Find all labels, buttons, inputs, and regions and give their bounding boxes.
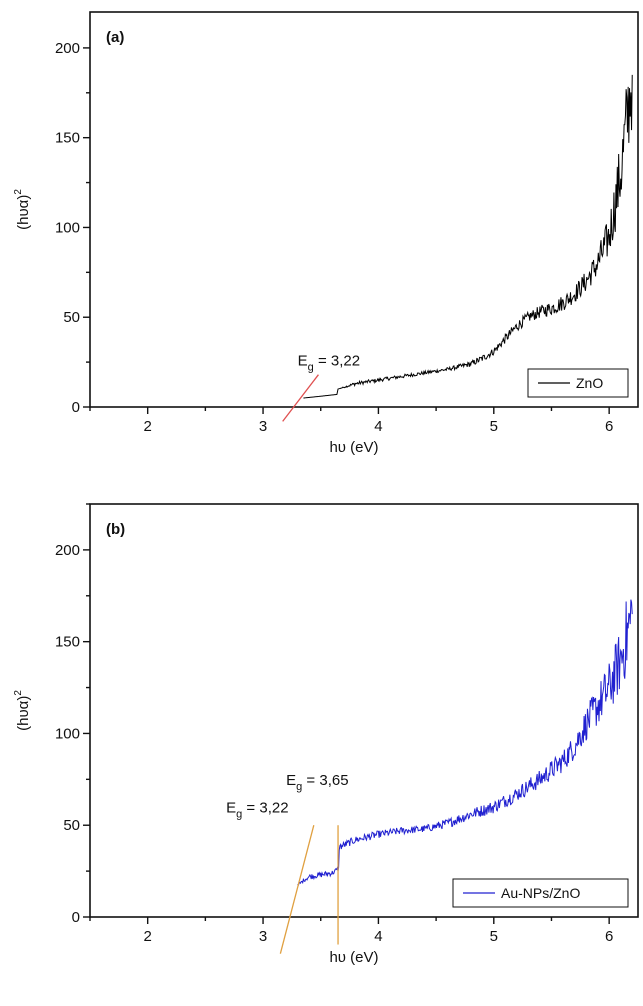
annotation-main: E xyxy=(298,353,308,370)
x-tick-label: 4 xyxy=(374,418,382,435)
annotation-main: E xyxy=(286,772,296,789)
y-axis-label-text: (hυα)2 xyxy=(13,690,32,731)
legend-entry: ZnO xyxy=(576,375,603,391)
bandgap-annotation: Eg = 3,65 xyxy=(286,772,348,793)
annotation-rest: = 3,22 xyxy=(314,353,360,370)
x-tick-label: 3 xyxy=(259,418,267,435)
plot-area xyxy=(303,74,633,399)
y-tick-label: 50 xyxy=(63,817,80,834)
fit-line xyxy=(279,825,315,954)
x-tick-label: 6 xyxy=(605,418,613,435)
x-tick-label: 4 xyxy=(374,928,382,945)
y-axis-label-main: (hυα) xyxy=(15,696,32,731)
x-tick-label: 5 xyxy=(490,928,498,945)
series-line xyxy=(297,599,633,887)
plot-area xyxy=(297,599,633,887)
annotation-sub: g xyxy=(236,808,242,820)
legend: Au-NPs/ZnO xyxy=(452,878,629,908)
y-tick-label: 50 xyxy=(63,309,80,326)
x-axis-label: hυ (eV) xyxy=(329,949,378,966)
y-tick-label: 150 xyxy=(55,130,80,147)
legend: ZnO xyxy=(527,368,629,398)
y-tick-label: 150 xyxy=(55,634,80,651)
y-tick-label: 200 xyxy=(55,40,80,57)
x-tick-label: 2 xyxy=(144,928,152,945)
y-tick-label: 200 xyxy=(55,542,80,559)
legend-entry: Au-NPs/ZnO xyxy=(501,885,580,901)
fit-line xyxy=(282,374,319,422)
x-axis-label: hυ (eV) xyxy=(329,439,378,456)
bandgap-annotation: Eg = 3,22 xyxy=(226,799,288,820)
x-tick-label: 6 xyxy=(605,928,613,945)
series-line xyxy=(303,74,633,399)
plot-frame xyxy=(89,503,639,918)
y-tick-label: 100 xyxy=(55,725,80,742)
y-axis-label: (hυα)2 xyxy=(13,690,32,731)
panel-label: (a) xyxy=(106,29,124,46)
bandgap-annotation: Eg = 3,22 xyxy=(298,353,360,374)
x-tick-label: 3 xyxy=(259,928,267,945)
annotation-rest: = 3,65 xyxy=(302,772,348,789)
x-tick-label: 2 xyxy=(144,418,152,435)
y-axis-label-sup: 2 xyxy=(13,690,24,696)
annotation-sub: g xyxy=(308,362,314,374)
panel-label: (b) xyxy=(106,521,125,538)
y-axis-label-main: (hυα) xyxy=(15,195,32,230)
annotation-sub: g xyxy=(296,781,302,793)
y-tick-label: 0 xyxy=(72,909,80,926)
y-axis-label: (hυα)2 xyxy=(13,189,32,230)
y-tick-label: 0 xyxy=(72,399,80,416)
annotation-main: E xyxy=(226,799,236,816)
y-axis-label-text: (hυα)2 xyxy=(13,189,32,230)
y-tick-label: 100 xyxy=(55,219,80,236)
plot-frame xyxy=(89,11,639,408)
x-tick-label: 5 xyxy=(490,418,498,435)
y-axis-label-sup: 2 xyxy=(13,189,24,195)
annotation-rest: = 3,22 xyxy=(242,799,288,816)
